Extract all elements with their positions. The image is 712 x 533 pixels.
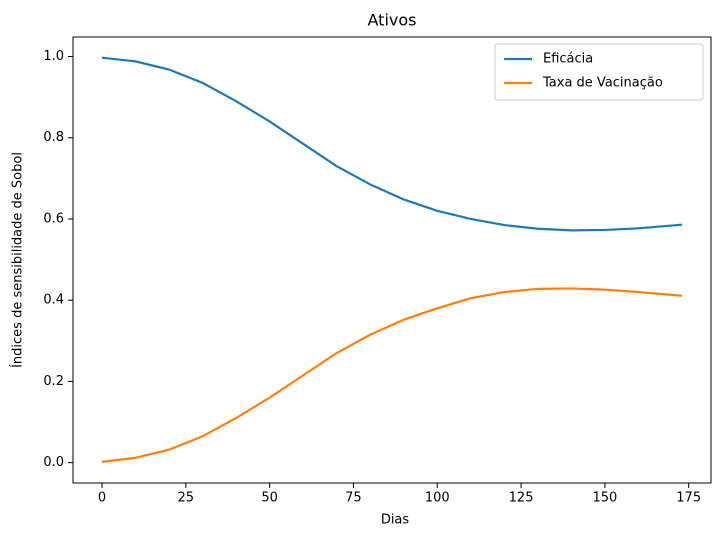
x-tick-label: 100	[425, 491, 450, 506]
x-tick-label: 175	[676, 491, 701, 506]
y-tick-label: 0.6	[43, 211, 64, 226]
y-tick-label: 0.0	[43, 455, 64, 470]
legend-label: Eficácia	[543, 52, 593, 67]
x-tick-label: 150	[592, 491, 617, 506]
axes-frame	[72, 36, 712, 484]
y-tick-label: 1.0	[43, 49, 64, 64]
line	[101, 56, 683, 232]
legend-label: Taxa de Vacinação	[542, 76, 663, 91]
x-tick-label: 0	[98, 491, 106, 506]
x-tick-label: 125	[509, 491, 534, 506]
line	[101, 287, 683, 463]
x-tick-label: 75	[345, 491, 362, 506]
chart-title: Ativos	[368, 11, 417, 30]
y-tick-label: 0.4	[43, 293, 64, 308]
x-tick-label: 25	[178, 491, 195, 506]
y-axis-label: Índices de sensibilidade de Sobol	[10, 152, 26, 368]
x-tick-label: 50	[261, 491, 278, 506]
x-axis-label: Dias	[381, 513, 410, 528]
legend-box	[494, 43, 704, 101]
y-tick-label: 0.2	[43, 374, 64, 389]
y-tick-label: 0.8	[43, 130, 64, 145]
